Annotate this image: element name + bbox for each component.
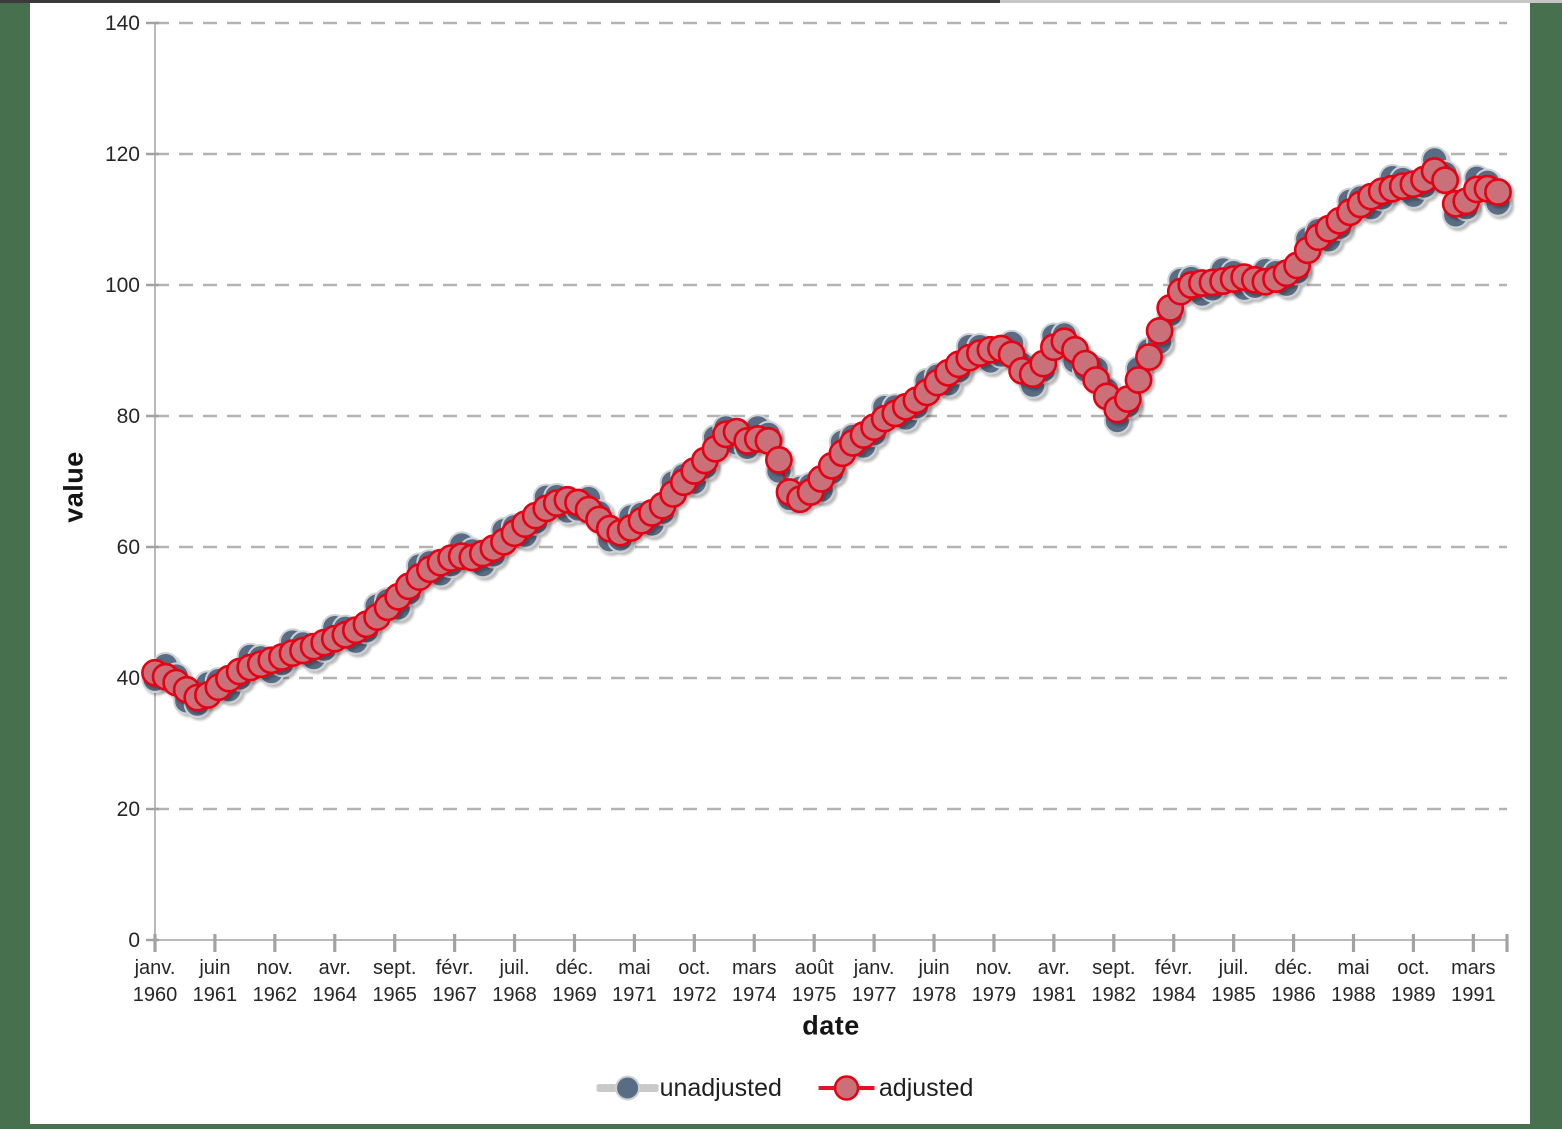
x-tick-label-1986: déc. 1986 [1271,957,1316,1006]
y-tick-label-100: 100 [105,274,140,297]
data-point-adjusted [1124,366,1153,394]
y-tick-label-40: 40 [117,667,140,690]
x-tick-labels: janv. 1960 juin 1961 nov. 1962 avr. 1964 sept. 19… [133,934,1509,1006]
x-tick-label-1962: nov. 1962 [253,957,298,1006]
series-adjusted [141,157,1512,712]
x-tick-label-1978: juin 1978 [912,957,957,1006]
legend-item-adjusted: adjusted [816,1073,974,1103]
y-tick-label-0: 0 [128,929,140,952]
x-tick-label-1985: juil. 1985 [1211,957,1256,1006]
x-tick-label-1971: mai 1971 [612,957,657,1006]
y-axis-title: value [58,451,89,523]
x-tick-label-1967: févr. 1967 [432,957,477,1006]
top-edge-strip-dark [0,0,1000,3]
chart-panel [30,3,1530,1124]
x-tick-label-1975: août 1975 [792,957,837,1006]
y-tick-label-80: 80 [117,405,140,428]
x-tick-label-1988: mai 1988 [1331,957,1376,1006]
x-tick-label-1964: avr. 1964 [313,957,358,1006]
x-tick-label-1977: janv. 1977 [852,957,897,1006]
adjusted-legend-marker-icon [818,1075,875,1101]
y-tick-label-60: 60 [117,536,140,559]
x-tick-label-1989: oct. 1989 [1391,957,1436,1006]
x-tick-label-1982: sept. 1982 [1092,957,1137,1006]
x-tick-label-1991: mars 1991 [1451,957,1496,1006]
gridlines [155,21,1507,811]
y-tick-label-20: 20 [117,798,140,821]
x-tick-label-1981: avr. 1981 [1032,957,1077,1006]
data-point-adjusted [1135,343,1163,372]
axes [154,23,1507,941]
x-tick-label-1961: juin 1961 [193,957,238,1006]
data-point-adjusted [765,445,793,474]
data-point-adjusted [1145,316,1174,345]
y-tick-label-120: 120 [105,143,140,166]
data-point-adjusted [1484,178,1512,206]
unadjusted-legend-marker-icon [596,1075,659,1101]
x-tick-label-1960: janv. 1960 [133,957,178,1006]
y-tick-labels: 0 20 40 60 80 100 120 140 [105,12,159,952]
data-point-adjusted [1431,166,1460,195]
x-tick-label-1968: juil. 1968 [492,957,537,1006]
legend-label-unadjusted: unadjusted [659,1073,782,1102]
x-tick-label-1972: oct. 1972 [672,957,717,1006]
legend-label-adjusted: adjusted [878,1073,974,1102]
legend-item-unadjusted: unadjusted [596,1073,782,1103]
series-markers-adjusted [141,157,1512,712]
x-tick-label-1979: nov. 1979 [972,957,1017,1006]
x-axis-title: date [802,1010,860,1041]
x-tick-label-1965: sept. 1965 [372,957,417,1006]
y-tick-label-140: 140 [105,12,140,35]
legend: unadjusted adjusted [596,1073,974,1103]
x-tick-label-1974: mars 1974 [732,957,777,1006]
x-tick-label-1984: févr. 1984 [1151,957,1196,1006]
x-tick-label-1969: déc. 1969 [552,957,597,1006]
